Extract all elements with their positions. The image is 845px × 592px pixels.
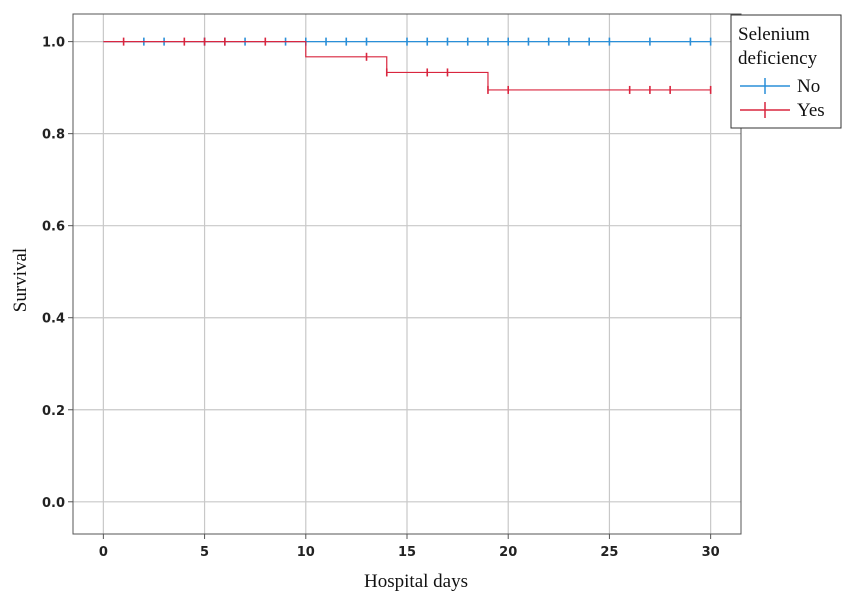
y-tick-label: 0.0 [42,496,65,511]
x-tick-label: 5 [200,545,209,560]
y-axis-title: Survival [10,248,31,312]
grid-lines [73,14,741,534]
x-axis-ticks: 0 5 10 15 20 25 30 [99,534,720,560]
legend-label-yes: Yes [797,100,825,121]
legend: Selenium deficiency No Yes [731,15,841,128]
x-tick-label: 20 [499,545,517,560]
y-tick-label: 0.6 [42,220,65,235]
x-tick-label: 30 [702,545,720,560]
x-tick-label: 15 [398,545,416,560]
y-axis-ticks: 0.0 0.2 0.4 0.6 0.8 1.0 [42,36,73,511]
legend-title-line-2: deficiency [738,48,818,69]
x-tick-label: 0 [99,545,108,560]
y-tick-label: 0.2 [42,404,65,419]
legend-title-line-1: Selenium [738,24,810,45]
x-tick-label: 10 [297,545,315,560]
y-tick-label: 0.4 [42,312,65,327]
legend-label-no: No [797,76,820,97]
y-tick-label: 0.8 [42,128,65,143]
x-axis-title: Hospital days [364,571,468,592]
x-tick-label: 25 [600,545,618,560]
y-tick-label: 1.0 [42,36,65,51]
